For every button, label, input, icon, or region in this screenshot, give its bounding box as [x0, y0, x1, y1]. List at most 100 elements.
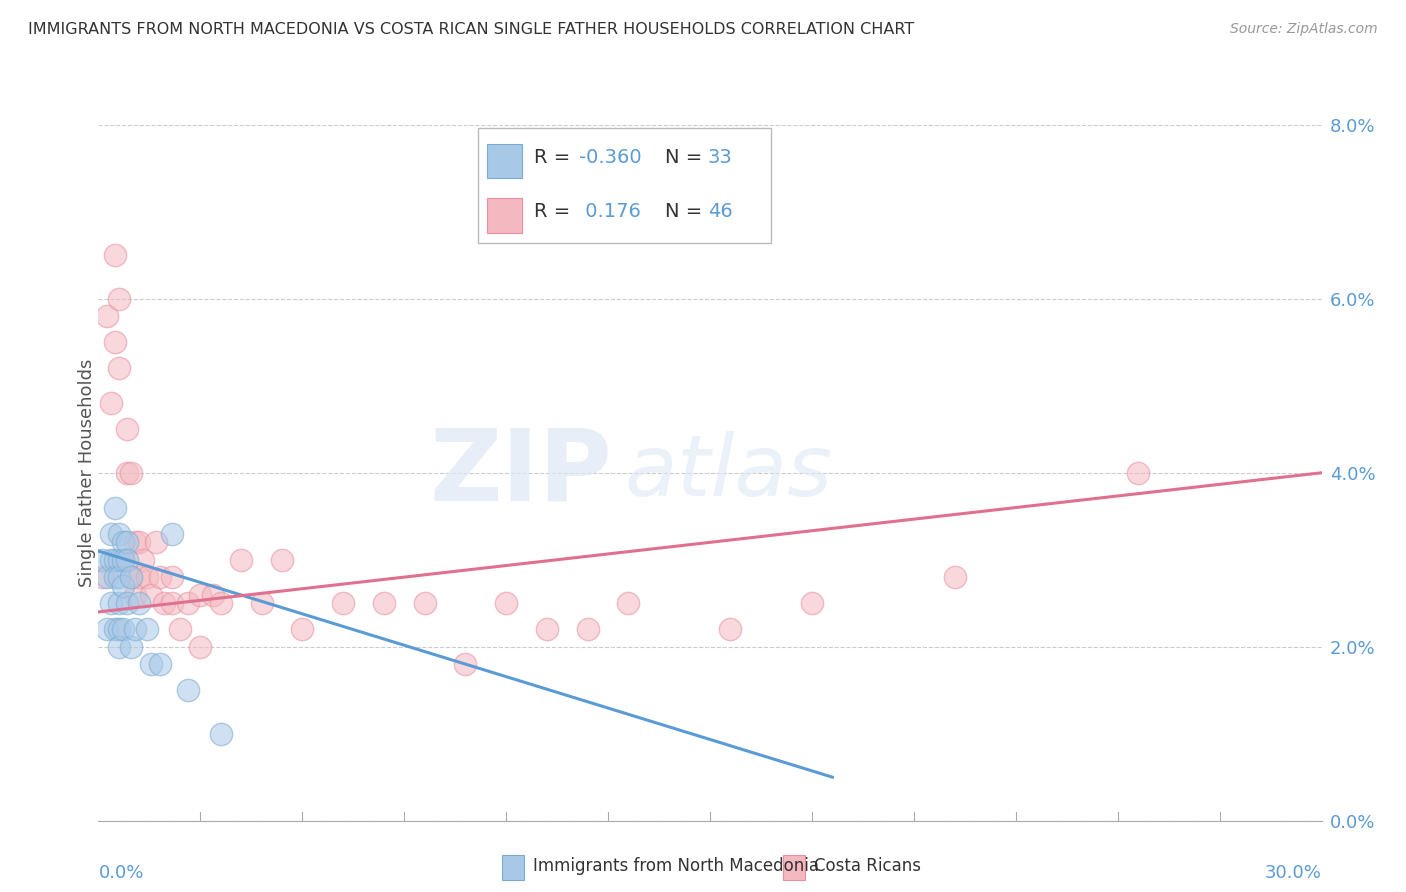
Point	[108, 552, 131, 567]
Point	[160, 570, 183, 584]
Point	[96, 623, 118, 637]
Point	[231, 552, 253, 567]
Point	[100, 596, 122, 610]
Text: atlas: atlas	[624, 431, 832, 515]
Point	[111, 552, 134, 567]
Point	[120, 466, 142, 480]
Text: ZIP: ZIP	[429, 425, 612, 521]
Point	[115, 535, 138, 549]
Point	[136, 623, 159, 637]
Point	[177, 683, 200, 698]
Point	[108, 361, 131, 376]
Point	[120, 570, 142, 584]
Point	[454, 657, 477, 671]
Point	[270, 552, 294, 567]
Point	[111, 535, 134, 549]
Point	[108, 570, 131, 584]
Point	[160, 596, 183, 610]
Point	[801, 596, 824, 610]
Point	[495, 596, 517, 610]
Point	[115, 466, 138, 480]
Point	[177, 596, 200, 610]
Point	[149, 657, 172, 671]
Point	[108, 623, 131, 637]
Y-axis label: Single Father Households: Single Father Households	[79, 359, 96, 587]
FancyBboxPatch shape	[488, 144, 522, 178]
Point	[91, 570, 114, 584]
Point	[108, 596, 131, 610]
Point	[115, 596, 138, 610]
Point	[120, 640, 142, 654]
Point	[576, 623, 599, 637]
Point	[120, 570, 142, 584]
Point	[108, 640, 131, 654]
Text: -0.360: -0.360	[579, 148, 641, 167]
Text: Source: ZipAtlas.com: Source: ZipAtlas.com	[1230, 22, 1378, 37]
Point	[96, 309, 118, 323]
Point	[132, 552, 155, 567]
Point	[104, 623, 127, 637]
Point	[413, 596, 436, 610]
Text: 46: 46	[707, 202, 733, 221]
Point	[250, 596, 273, 610]
Point	[115, 552, 138, 567]
Point	[332, 596, 354, 610]
Point	[104, 570, 127, 584]
Text: 30.0%: 30.0%	[1265, 864, 1322, 882]
Point	[96, 570, 118, 584]
Point	[100, 526, 122, 541]
Point	[115, 422, 138, 436]
Point	[152, 596, 174, 610]
Point	[169, 623, 191, 637]
Point	[104, 248, 127, 262]
Point	[91, 552, 114, 567]
Text: 0.0%: 0.0%	[98, 864, 143, 882]
Text: N =: N =	[665, 202, 709, 221]
Text: Immigrants from North Macedonia: Immigrants from North Macedonia	[533, 857, 818, 875]
Point	[617, 596, 640, 610]
Point	[291, 623, 314, 637]
Point	[100, 552, 122, 567]
Text: N =: N =	[665, 148, 709, 167]
Text: 0.176: 0.176	[579, 202, 641, 221]
Point	[128, 570, 150, 584]
Point	[209, 596, 232, 610]
Point	[373, 596, 395, 610]
Text: Costa Ricans: Costa Ricans	[814, 857, 921, 875]
Text: R =: R =	[534, 148, 576, 167]
FancyBboxPatch shape	[478, 128, 772, 244]
Point	[145, 535, 167, 549]
Point	[1128, 466, 1150, 480]
Point	[124, 535, 146, 549]
Point	[108, 526, 131, 541]
Point	[141, 588, 163, 602]
Point	[104, 552, 127, 567]
FancyBboxPatch shape	[783, 855, 806, 880]
Point	[188, 588, 212, 602]
Point	[209, 726, 232, 740]
Point	[149, 570, 172, 584]
Text: 33: 33	[707, 148, 733, 167]
Point	[536, 623, 558, 637]
Point	[100, 396, 122, 410]
Point	[141, 657, 163, 671]
Point	[720, 623, 742, 637]
FancyBboxPatch shape	[502, 855, 524, 880]
Point	[111, 552, 134, 567]
Point	[128, 535, 150, 549]
Point	[943, 570, 966, 584]
Point	[111, 579, 134, 593]
Text: IMMIGRANTS FROM NORTH MACEDONIA VS COSTA RICAN SINGLE FATHER HOUSEHOLDS CORRELAT: IMMIGRANTS FROM NORTH MACEDONIA VS COSTA…	[28, 22, 914, 37]
Point	[124, 588, 146, 602]
Point	[160, 526, 183, 541]
Point	[104, 500, 127, 515]
Point	[104, 335, 127, 350]
FancyBboxPatch shape	[488, 198, 522, 233]
Point	[188, 640, 212, 654]
Text: R =: R =	[534, 202, 576, 221]
Point	[136, 570, 159, 584]
Point	[108, 292, 131, 306]
Point	[124, 623, 146, 637]
Point	[128, 596, 150, 610]
Point	[201, 588, 224, 602]
